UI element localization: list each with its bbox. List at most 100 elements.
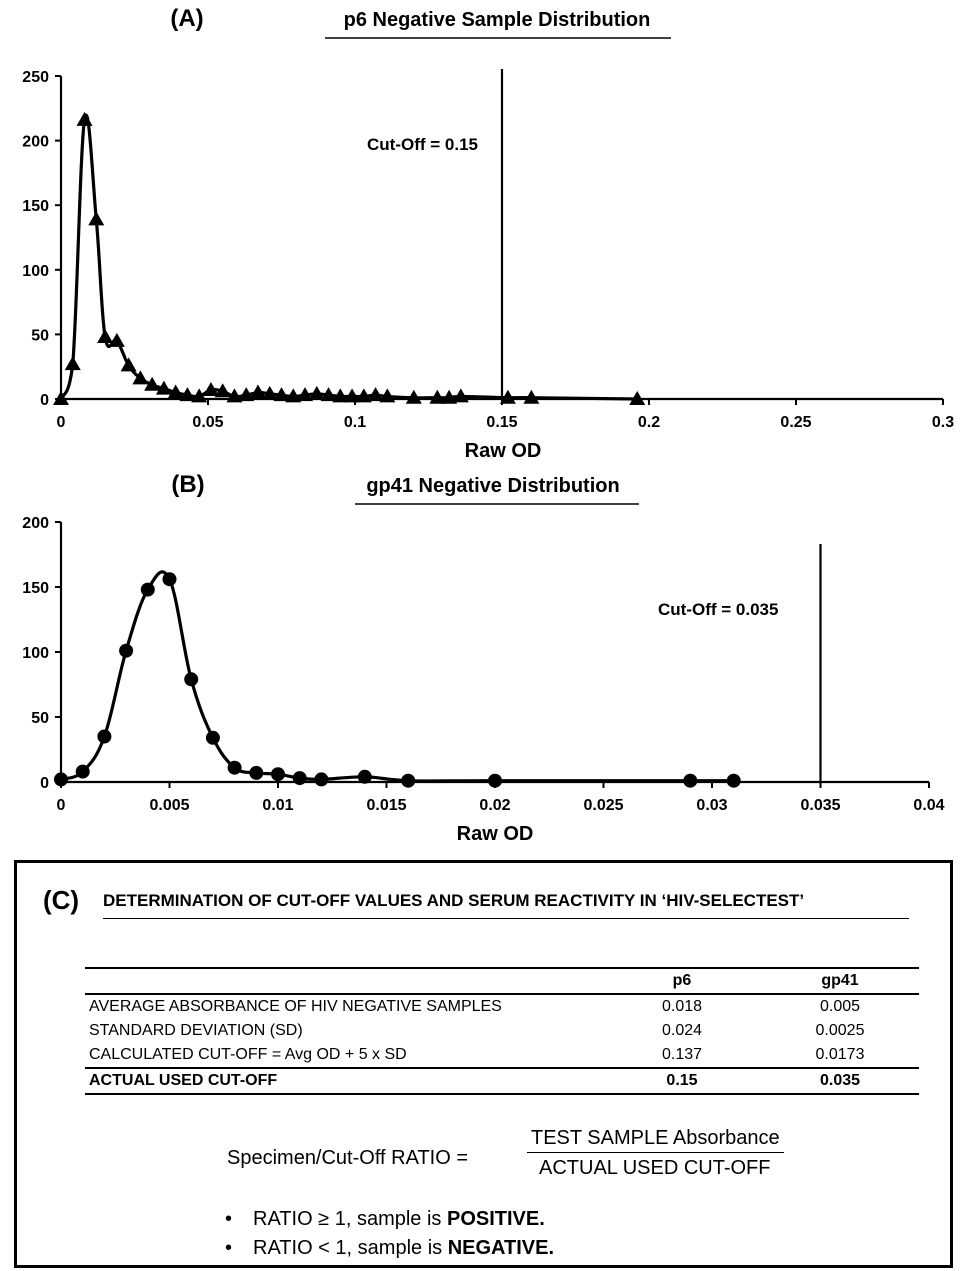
y-tick-label: 200 [22, 134, 49, 151]
series-line [60, 570, 734, 783]
data-point [332, 388, 349, 403]
table-row: CALCULATED CUT-OFF = Avg OD + 5 x SD 0.1… [85, 1043, 919, 1068]
y-tick-label: 100 [22, 645, 49, 662]
row-value-gp41: 0.035 [819, 1072, 861, 1089]
chart-a: (A) p6 Negative Sample Distribution 0 50 100… [22, 5, 954, 462]
ratio-formula: Specimen/Cut-Off RATIO = TEST SAMPLE Abs… [227, 1127, 847, 1191]
data-point [54, 772, 68, 787]
y-tick-label: 250 [22, 69, 49, 86]
data-point [238, 387, 255, 402]
table-row: STANDARD DEVIATION (SD) 0.024 0.0025 [85, 1019, 919, 1043]
rule-text: RATIO < 1, sample is [253, 1237, 448, 1259]
row-value-p6: 0.15 [666, 1072, 698, 1089]
data-point [429, 389, 446, 404]
row-label: ACTUAL USED CUT-OFF [89, 1072, 278, 1089]
data-point [271, 767, 285, 782]
data-point [249, 384, 266, 399]
data-point [53, 391, 69, 405]
data-point [97, 328, 114, 343]
y-tick-label: 50 [31, 710, 49, 727]
data-point [452, 388, 469, 403]
chart-title: p6 Negative Sample Distribution [344, 9, 651, 31]
bullet-icon: • [225, 1237, 233, 1259]
data-point [97, 729, 112, 744]
data-point [292, 771, 307, 786]
table-row-actual-cutoff: ACTUAL USED CUT-OFF 0.15 0.035 [85, 1068, 919, 1094]
x-tick-label: 0.1 [344, 414, 366, 431]
x-tick-label: 0 [57, 414, 66, 431]
data-point [214, 383, 231, 398]
panel-c-label: (C) [43, 885, 80, 915]
y-tick-label: 50 [31, 327, 49, 344]
data-point [405, 389, 422, 404]
data-point [202, 381, 219, 396]
y-tick-label: 150 [22, 198, 49, 215]
table-header-blank [85, 968, 603, 994]
x-tick-label: 0.025 [583, 797, 623, 814]
panel-label: (B) [171, 471, 204, 498]
formula-left: Specimen/Cut-Off RATIO = [227, 1147, 469, 1169]
y-tick-label: 0 [40, 392, 49, 409]
data-point [76, 111, 93, 126]
bullet-icon: • [225, 1208, 233, 1230]
cutoff-table: p6 gp41 AVERAGE ABSORBANCE OF HIV NEGATI… [85, 967, 919, 1095]
x-tick-label: 0.005 [149, 797, 189, 814]
data-point [726, 773, 741, 788]
data-point [64, 356, 81, 371]
formula-denominator: ACTUAL USED CUT-OFF [539, 1157, 771, 1179]
data-point [132, 370, 149, 385]
panel-c-title-underline [103, 918, 909, 919]
data-point [144, 376, 161, 391]
data-point [308, 385, 325, 400]
table-header-p6: p6 [672, 972, 692, 989]
x-tick-label: 0.01 [262, 797, 293, 814]
x-axis-label: Raw OD [465, 440, 542, 462]
row-value-gp41: 0.005 [819, 998, 861, 1015]
row-value-gp41: 0.0173 [815, 1046, 865, 1063]
x-tick-label: 0.035 [800, 797, 840, 814]
panel-c-title: DETERMINATION OF CUT-OFF VALUES AND SERU… [103, 891, 805, 910]
data-point [227, 760, 242, 775]
interpretation-rules: • RATIO ≥ 1, sample is POSITIVE. • RATIO <… [225, 1205, 554, 1263]
data-point [75, 764, 90, 779]
x-tick-label: 0.02 [479, 797, 510, 814]
data-point [344, 388, 361, 403]
panel-c: (C) DETERMINATION OF CUT-OFF VALUES AND … [14, 860, 953, 1268]
rule-result: NEGATIVE. [447, 1237, 554, 1259]
data-point [261, 385, 278, 400]
data-point [226, 388, 243, 403]
data-point [320, 387, 337, 402]
y-tick-label: 100 [22, 263, 49, 280]
chart-title: gp41 Negative Distribution [366, 475, 619, 497]
table-header-gp41: gp41 [821, 972, 859, 989]
x-tick-label: 0.2 [638, 414, 660, 431]
series-line [59, 113, 638, 401]
rule-result: POSITIVE. [446, 1208, 545, 1230]
y-tick-label: 200 [22, 515, 49, 532]
table-header-row: p6 gp41 [85, 968, 919, 994]
data-point [488, 773, 502, 788]
y-tick-label: 0 [40, 775, 49, 792]
data-point [357, 769, 372, 784]
data-point [108, 332, 125, 347]
x-tick-label: 0.03 [696, 797, 727, 814]
data-point [297, 387, 314, 402]
data-point [683, 773, 698, 788]
row-value-p6: 0.137 [661, 1046, 703, 1063]
data-point [191, 388, 208, 403]
rule-text: RATIO ≥ 1, sample is [253, 1208, 447, 1230]
panel-label: (A) [170, 5, 203, 32]
x-tick-label: 0.25 [780, 414, 811, 431]
x-tick-label: 0.15 [486, 414, 517, 431]
table-row: AVERAGE ABSORBANCE OF HIV NEGATIVE SAMPL… [85, 994, 919, 1019]
data-point [379, 388, 396, 403]
data-point [120, 357, 137, 372]
data-point [629, 391, 646, 405]
data-point [314, 772, 329, 787]
data-point [367, 387, 384, 402]
chart-b: (B) gp41 Negative Distribution 0 50 100 150 20… [22, 471, 944, 845]
data-point [355, 388, 372, 403]
rule-negative: • RATIO < 1, sample is NEGATIVE. [225, 1234, 554, 1263]
x-tick-label: 0.3 [932, 414, 954, 431]
row-label: AVERAGE ABSORBANCE OF HIV NEGATIVE SAMPL… [89, 998, 502, 1015]
